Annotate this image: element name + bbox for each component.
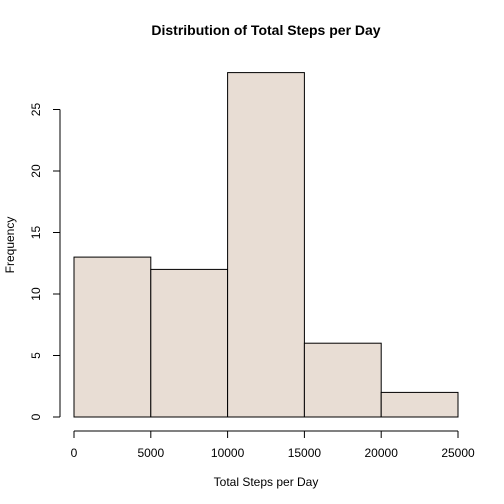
x-axis-label: Total Steps per Day bbox=[214, 475, 319, 489]
y-tick-label: 20 bbox=[29, 164, 43, 178]
x-axis: 0 5000 10000 15000 20000 25000 bbox=[71, 430, 475, 460]
chart-title: Distribution of Total Steps per Day bbox=[151, 22, 380, 38]
x-tick-label: 5000 bbox=[137, 446, 164, 460]
x-tick-label: 20000 bbox=[365, 446, 399, 460]
histogram-bar-1 bbox=[73, 256, 152, 418]
y-tick-label: 0 bbox=[29, 413, 43, 420]
x-tick-label: 10000 bbox=[211, 446, 245, 460]
y-tick-label: 15 bbox=[29, 226, 43, 240]
y-tick-label: 10 bbox=[29, 287, 43, 301]
y-tick-label: 25 bbox=[29, 103, 43, 117]
y-axis: 0 5 10 15 20 25 bbox=[29, 103, 61, 420]
histogram-bar-2 bbox=[150, 268, 229, 418]
x-tick-label: 15000 bbox=[288, 446, 322, 460]
x-tick-label: 25000 bbox=[441, 446, 475, 460]
histogram-bar-3 bbox=[227, 72, 305, 418]
y-axis-label: Frequency bbox=[3, 217, 17, 274]
x-tick-label: 0 bbox=[71, 446, 78, 460]
bars-group bbox=[73, 72, 459, 418]
histogram-bar-5 bbox=[380, 391, 459, 418]
histogram-bar-4 bbox=[303, 342, 382, 418]
y-tick-label: 5 bbox=[29, 352, 43, 359]
